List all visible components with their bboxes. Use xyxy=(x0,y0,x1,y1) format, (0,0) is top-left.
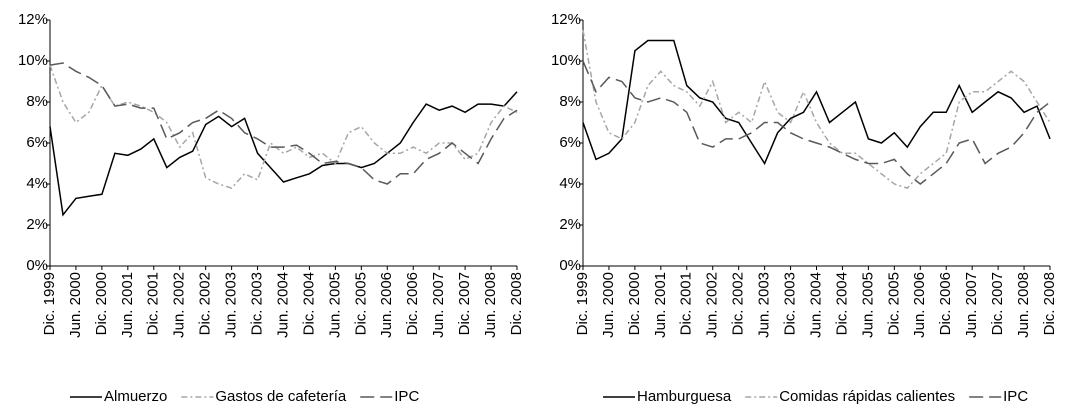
y-tick-label: 6% xyxy=(559,134,581,151)
y-tick-label: 0% xyxy=(26,257,48,274)
x-tick-label: Jun. 2000 xyxy=(67,272,84,338)
series-line xyxy=(582,39,1051,166)
x-tick-label: Dic. 1999 xyxy=(574,272,591,335)
legend-label: Gastos de cafetería xyxy=(215,388,347,405)
y-tick-label: 10% xyxy=(551,52,581,69)
y-tick-label: 12% xyxy=(551,11,581,28)
x-tick-label: Dic. 2008 xyxy=(508,272,525,335)
x-tick-label: Jun. 2002 xyxy=(704,272,721,338)
x-tick-label: Dic. 2003 xyxy=(782,272,799,335)
x-tick-label: Dic. 2005 xyxy=(885,272,902,335)
x-tick-label: Jun. 2006 xyxy=(911,272,928,338)
x-tick-label: Jun. 2005 xyxy=(859,272,876,338)
x-tick-label: Dic. 2003 xyxy=(249,272,266,335)
y-tick-label: 2% xyxy=(26,216,48,233)
x-tick-label: Dic. 2005 xyxy=(352,272,369,335)
x-tick-label: Jun. 2004 xyxy=(807,272,824,338)
legend-label: IPC xyxy=(1003,388,1028,405)
y-tick-label: 10% xyxy=(18,52,48,69)
y-tick-label: 8% xyxy=(559,93,581,110)
x-tick-label: Jun. 2000 xyxy=(600,272,617,338)
x-tick-label: Dic. 2007 xyxy=(456,272,473,335)
x-tick-label: Dic. 2001 xyxy=(678,272,695,335)
y-tick-label: 6% xyxy=(26,134,48,151)
x-tick-label: Jun. 2001 xyxy=(652,272,669,338)
x-tick-label: Dic. 2004 xyxy=(833,272,850,335)
x-tick-label: Jun. 2002 xyxy=(171,272,188,338)
x-tick-label: Dic. 2001 xyxy=(145,272,162,335)
x-tick-label: Dic. 2000 xyxy=(626,272,643,335)
x-tick-label: Dic. 2000 xyxy=(93,272,110,335)
x-tick-label: Jun. 2004 xyxy=(274,272,291,338)
series-line xyxy=(582,60,1051,185)
y-tick-label: 4% xyxy=(559,175,581,192)
series-line xyxy=(49,62,518,185)
x-tick-label: Dic. 1999 xyxy=(41,272,58,335)
legend-label: IPC xyxy=(394,388,419,405)
y-tick-label: 2% xyxy=(559,216,581,233)
x-tick-label: Jun. 2005 xyxy=(326,272,343,338)
y-tick-label: 0% xyxy=(559,257,581,274)
x-tick-label: Dic. 2008 xyxy=(1041,272,1058,335)
legend-label: Hamburguesa xyxy=(637,388,732,405)
x-tick-label: Jun. 2007 xyxy=(963,272,980,338)
x-tick-label: Jun. 2008 xyxy=(482,272,499,338)
x-tick-label: Jun. 2001 xyxy=(119,272,136,338)
x-tick-label: Dic. 2002 xyxy=(730,272,747,335)
series-line xyxy=(49,64,518,189)
y-tick-label: 8% xyxy=(26,93,48,110)
x-tick-label: Dic. 2004 xyxy=(300,272,317,335)
x-tick-label: Dic. 2006 xyxy=(937,272,954,335)
x-tick-label: Jun. 2006 xyxy=(378,272,395,338)
series-line xyxy=(582,30,1051,189)
x-tick-label: Jun. 2003 xyxy=(223,272,240,338)
y-tick-label: 12% xyxy=(18,11,48,28)
x-tick-label: Jun. 2007 xyxy=(430,272,447,338)
x-tick-label: Jun. 2008 xyxy=(1015,272,1032,338)
legend-label: Almuerzo xyxy=(104,388,167,405)
series-line xyxy=(49,91,518,217)
y-tick-label: 4% xyxy=(26,175,48,192)
legend-label: Comidas rápidas calientes xyxy=(779,388,955,405)
x-tick-label: Dic. 2006 xyxy=(404,272,421,335)
x-tick-label: Dic. 2007 xyxy=(989,272,1006,335)
x-tick-label: Dic. 2002 xyxy=(197,272,214,335)
x-tick-label: Jun. 2003 xyxy=(756,272,773,338)
